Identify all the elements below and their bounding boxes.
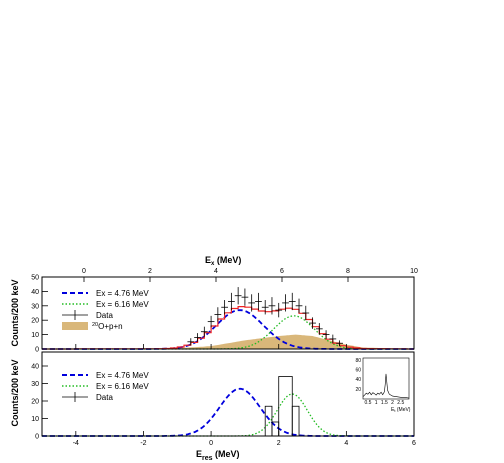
- bottom-legend-label-data: Data: [96, 393, 113, 402]
- bottom-plot-frame: [41, 351, 415, 437]
- bottom-y-tick-label: 30: [31, 381, 39, 388]
- top-data-point: [329, 334, 337, 344]
- inset-ticks: 20 40 60 80 0.5 1 1.5 2 2.5: [355, 358, 404, 406]
- inset-x-tick-label: 0.5: [364, 400, 371, 406]
- bottom-legend-label-ex476: Ex = 4.76 MeV: [96, 371, 149, 380]
- bottom-x-tick-label: 6: [412, 440, 416, 447]
- top-background-area: [42, 334, 414, 349]
- bottom-x-tick-label: 2: [277, 440, 281, 447]
- top-y-tick-label: 50: [31, 275, 39, 282]
- bottom-histogram-bar: [264, 405, 273, 437]
- bottom-y-ticks: 0 10 20 30 40: [31, 364, 48, 441]
- top-secondary-tick-label: 6: [280, 268, 284, 275]
- top-legend-swatch-background: [62, 322, 88, 330]
- top-secondary-tick-label: 2: [148, 268, 152, 275]
- top-y-axis-label: Counts/200 keV: [10, 279, 20, 346]
- bottom-y-tick-label: 20: [31, 399, 39, 406]
- inset-x-tick-label: 1: [375, 400, 378, 406]
- top-data-point: [214, 307, 222, 322]
- top-secondary-x-axis: 0 2 4 6 8 10: [82, 268, 418, 282]
- top-data-point: [268, 297, 276, 315]
- inset-y-tick-label: 60: [355, 368, 361, 374]
- top-data-point: [302, 305, 310, 321]
- inset-plot: 20 40 60 80 0.5 1 1.5 2 2.5 Et (MeV): [350, 356, 411, 413]
- top-data-point: [207, 315, 215, 328]
- inset-background: [350, 356, 410, 408]
- top-y-tick-label: 0: [35, 347, 39, 354]
- top-y-tick-label: 30: [31, 303, 39, 310]
- top-panel: 0 10 20 30 40 50 0 2 4 6 8 10 Ex (MeV) Counts/200 …: [10, 255, 418, 354]
- top-data-point: [241, 288, 249, 306]
- inset-data-line: [362, 373, 410, 399]
- top-plot-frame: [41, 276, 415, 350]
- top-secondary-tick-label: 4: [214, 268, 218, 275]
- top-secondary-tick-label: 0: [82, 268, 86, 275]
- bottom-x-tick-label: 4: [344, 440, 348, 447]
- inset-y-tick-label: 20: [355, 387, 361, 393]
- bottom-y-tick-label: 0: [35, 434, 39, 441]
- top-data-point: [200, 326, 208, 337]
- bottom-x-tick-label: 0: [209, 440, 213, 447]
- top-data-point: [315, 323, 323, 335]
- top-data-point: [221, 300, 228, 315]
- bottom-legend-label-ex616: Ex = 6.16 MeV: [96, 382, 149, 391]
- top-legend-label-data: Data: [96, 311, 113, 320]
- inset-frame: [362, 357, 410, 400]
- top-y-tick-label: 40: [31, 289, 39, 296]
- top-secondary-tick-label: 10: [410, 268, 418, 275]
- inset-x-tick-label: 2.5: [397, 400, 404, 406]
- top-data-point: [282, 294, 289, 312]
- bottom-y-axis-label: Counts/200 keV: [10, 359, 20, 426]
- top-data-point: [309, 317, 316, 329]
- top-data-point: [295, 298, 303, 313]
- bottom-x-ticks: -4 -2 0 2 4 6: [73, 431, 416, 447]
- top-data-point: [336, 340, 343, 347]
- top-data-point: [234, 287, 242, 305]
- inset-curve: [362, 373, 410, 399]
- bottom-y-tick-label: 40: [31, 364, 39, 371]
- top-data-point: [261, 300, 269, 315]
- inset-y-tick-label: 40: [355, 377, 361, 383]
- inset-y-tick-label: 80: [355, 358, 361, 364]
- top-data-point: [228, 292, 235, 311]
- bottom-x-tick-label: -4: [73, 440, 79, 447]
- top-y-tick-label: 20: [31, 318, 39, 325]
- bottom-y-tick-label: 10: [31, 416, 39, 423]
- top-y-ticks: 0 10 20 30 40 50: [31, 275, 415, 354]
- top-secondary-tick-label: 8: [346, 268, 350, 275]
- top-legend-label-ex616: Ex = 6.16 MeV: [96, 300, 149, 309]
- top-secondary-x-axis-label: Ex (MeV): [205, 255, 241, 267]
- top-data-point: [187, 338, 195, 346]
- top-data-point: [322, 330, 330, 339]
- bottom-panel: 0 10 20 30 40 -4 -2 0 2 4 6 Eres (MeV) Counts/200…: [10, 351, 416, 462]
- top-data-point: [288, 292, 296, 311]
- top-legend: Ex = 4.76 MeV Ex = 6.16 MeV Data 20O+p+n: [62, 289, 149, 331]
- top-legend-label-ex476: Ex = 4.76 MeV: [96, 289, 149, 298]
- bottom-x-tick-label: -2: [140, 440, 146, 447]
- bottom-legend-swatch-data: [62, 392, 88, 402]
- top-data-point: [275, 302, 283, 318]
- inset-x-tick-label: 1.5: [381, 400, 388, 406]
- top-legend-label-background: 20O+p+n: [92, 322, 123, 331]
- inset-x-axis-label: Et (MeV): [391, 407, 411, 413]
- inset-x-tick-label: 2: [391, 400, 394, 406]
- top-data-point: [255, 292, 262, 311]
- bottom-histogram-bar: [291, 405, 300, 437]
- bottom-legend: Ex = 4.76 MeV Ex = 6.16 MeV Data: [62, 371, 149, 402]
- bottom-histogram-bar: [278, 376, 293, 437]
- bottom-x-axis-label: Eres (MeV): [196, 449, 240, 462]
- top-data-point: [194, 333, 201, 342]
- top-legend-swatch-data: [62, 310, 88, 320]
- top-data-point: [248, 294, 256, 312]
- top-y-tick-label: 10: [31, 332, 39, 339]
